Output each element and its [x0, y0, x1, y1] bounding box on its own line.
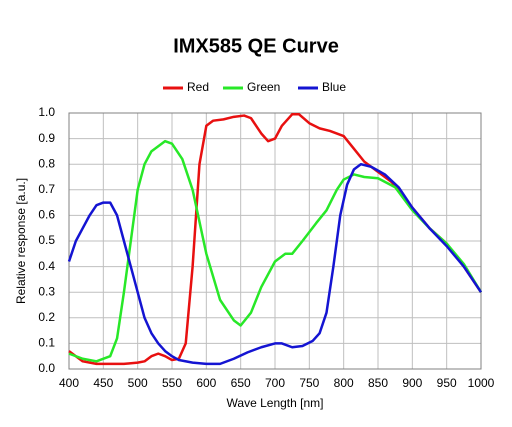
- y-tick-label: 0.0: [38, 361, 55, 375]
- data-line: [67, 162, 483, 366]
- y-tick-label: 0.2: [38, 310, 55, 324]
- y-tick-label: 0.6: [38, 208, 55, 222]
- y-tick-label: 0.7: [38, 182, 55, 196]
- x-axis-label: Wave Length [nm]: [227, 396, 324, 410]
- y-tick-label: 0.8: [38, 156, 55, 170]
- y-tick-label: 0.4: [38, 259, 55, 273]
- x-tick-label: 750: [299, 376, 319, 390]
- y-tick-label: 1.0: [38, 105, 55, 119]
- legend-label: Blue: [322, 80, 346, 94]
- y-tick-label: 0.9: [38, 131, 55, 145]
- plot-frame: [68, 112, 482, 370]
- x-tick-label: 500: [128, 376, 148, 390]
- x-tick-label: 550: [162, 376, 182, 390]
- chart-title: IMX585 QE Curve: [173, 35, 339, 57]
- x-tick-label: 400: [59, 376, 79, 390]
- x-tick-label: 800: [334, 376, 354, 390]
- y-axis-label: Relative response [a.u.]: [14, 178, 28, 304]
- data-line: [68, 139, 483, 363]
- y-tick-label: 0.5: [38, 233, 55, 247]
- x-tick-label: 900: [402, 376, 422, 390]
- x-tick-label: 1000: [468, 376, 495, 390]
- x-tick-label: 850: [368, 376, 388, 390]
- x-tick-label: 650: [231, 376, 251, 390]
- y-tick-label: 0.1: [38, 336, 55, 350]
- x-tick-label: 700: [265, 376, 285, 390]
- legend-label: Red: [187, 80, 209, 94]
- x-tick-label: 950: [437, 376, 457, 390]
- legend-label: Green: [247, 80, 280, 94]
- x-tick-label: 450: [93, 376, 113, 390]
- y-tick-label: 0.3: [38, 284, 55, 298]
- x-tick-label: 600: [196, 376, 216, 390]
